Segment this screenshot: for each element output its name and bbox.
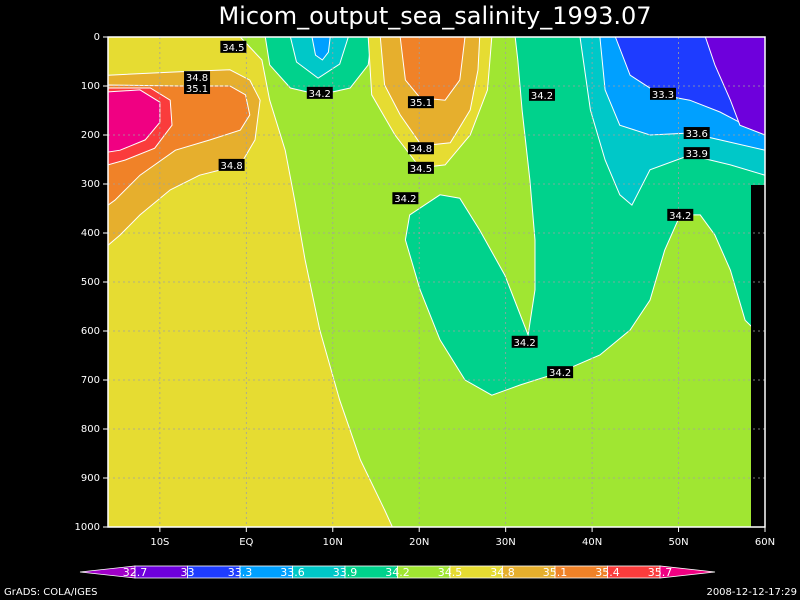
contour-label: 33.6: [686, 129, 708, 140]
x-tick-label: 30N: [496, 537, 516, 548]
contour-label: 35.1: [186, 84, 208, 95]
chart-title: Micom_output_sea_salinity_1993.07: [218, 2, 651, 30]
colorbar-label: 33.9: [333, 566, 358, 579]
y-tick-label: 300: [81, 179, 100, 190]
contour-label-box: [407, 96, 434, 109]
contour-label-box: [683, 127, 710, 140]
contour-label: 35.1: [410, 98, 432, 109]
y-tick-label: 400: [81, 228, 100, 239]
credit: GrADS: COLA/IGES: [4, 587, 98, 598]
x-tick-label: 10S: [150, 537, 169, 548]
x-tick-label: 20N: [409, 537, 429, 548]
contour-label: 34.2: [514, 338, 536, 349]
contour-label: 33.9: [686, 149, 708, 160]
colorbar-swatch: [659, 565, 716, 579]
colorbar-label: 33.3: [228, 566, 253, 579]
colorbar-label: 33: [181, 566, 195, 579]
contour-label-box: [306, 86, 333, 99]
contour-label-box: [649, 87, 676, 100]
colorbar-label: 32.7: [123, 566, 148, 579]
y-tick-label: 700: [81, 375, 100, 386]
x-tick-label: EQ: [239, 537, 253, 548]
contour-label: 34.5: [222, 43, 244, 54]
contour-label: 34.2: [531, 91, 553, 102]
contour-label: 34.5: [410, 164, 432, 175]
contour-label: 33.3: [652, 90, 674, 101]
colorbar-label: 35.7: [648, 566, 673, 579]
y-tick-label: 800: [81, 424, 100, 435]
contour-label-box: [184, 71, 211, 84]
contour-label: 34.2: [309, 89, 331, 100]
plot-area: 34.534.835.134.834.235.134.834.534.234.2…: [107, 36, 766, 528]
contour-label: 34.8: [220, 161, 242, 172]
colorbar-label: 35.4: [595, 566, 620, 579]
x-tick-label: 60N: [755, 537, 775, 548]
contour-label-box: [667, 208, 694, 221]
contour-label-box: [407, 161, 434, 174]
colorbar-label: 34.5: [438, 566, 463, 579]
colorbar-label: 34.2: [385, 566, 410, 579]
x-tick-label: 40N: [582, 537, 602, 548]
contour-label-box: [220, 40, 247, 53]
y-tick-label: 900: [81, 473, 100, 484]
colorbar-label: 33.6: [280, 566, 305, 579]
contour-label-box: [407, 142, 434, 155]
contour-label: 34.2: [394, 194, 416, 205]
contour-label-box: [528, 88, 555, 101]
contour-label-box: [218, 158, 245, 171]
contour-label-box: [511, 335, 538, 348]
y-tick-label: 200: [81, 130, 100, 141]
timestamp: 2008-12-12-17:29: [706, 587, 797, 598]
contour-label: 34.8: [186, 73, 208, 84]
x-tick-label: 50N: [668, 537, 688, 548]
y-tick-label: 600: [81, 326, 100, 337]
colorbar-label: 35.1: [543, 566, 568, 579]
contour-label: 34.2: [669, 211, 691, 222]
contour-label-box: [392, 192, 419, 205]
colorbar-label: 34.8: [490, 566, 515, 579]
contour-label: 34.8: [410, 144, 432, 155]
land-mask: [751, 185, 765, 527]
contour-region: [107, 89, 161, 153]
contour-label-box: [184, 81, 211, 94]
contour-label: 34.2: [549, 368, 571, 379]
contour-label-box: [683, 147, 710, 160]
y-tick-label: 500: [81, 277, 100, 288]
contour-label-box: [547, 366, 574, 379]
y-tick-label: 100: [81, 81, 100, 92]
y-tick-label: 0: [94, 32, 100, 43]
y-tick-label: 1000: [75, 522, 100, 533]
x-tick-label: 10N: [323, 537, 343, 548]
